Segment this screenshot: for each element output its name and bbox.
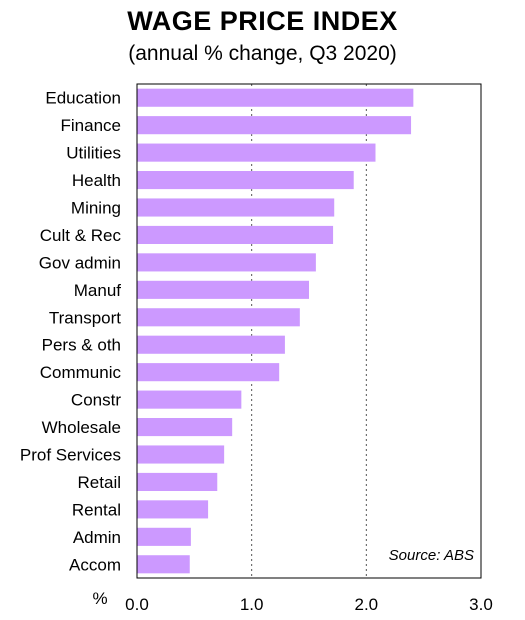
- bar: [137, 472, 218, 492]
- category-label: Mining: [71, 199, 121, 218]
- bars: [137, 88, 414, 574]
- chart-title: WAGE PRICE INDEX: [127, 6, 398, 36]
- category-label: Constr: [71, 391, 121, 410]
- bar: [137, 363, 280, 382]
- bar: [137, 143, 376, 162]
- category-label: Health: [72, 171, 121, 190]
- bar: [137, 170, 354, 190]
- category-label: Prof Services: [20, 446, 121, 465]
- bar: [137, 253, 316, 272]
- x-tick-label: 1.0: [240, 595, 264, 614]
- category-label: Communic: [40, 363, 122, 382]
- chart-subtitle: (annual % change, Q3 2020): [128, 42, 397, 65]
- bar: [137, 335, 285, 354]
- source-annotation: Source: ABS: [389, 547, 474, 564]
- bar: [137, 390, 242, 409]
- category-label: Transport: [49, 308, 121, 327]
- x-axis-ticks: 0.0 1.0 2.0 3.0: [125, 595, 493, 614]
- bar: [137, 555, 190, 574]
- bar: [137, 225, 334, 245]
- bar: [137, 500, 209, 519]
- x-tick-label: 3.0: [469, 595, 493, 614]
- category-label: Manuf: [74, 281, 122, 300]
- bar: [137, 417, 233, 437]
- category-label: Accom: [69, 555, 121, 574]
- category-label: Finance: [61, 116, 121, 135]
- category-labels: Education Finance Utilities Health Mining Cul…: [20, 89, 122, 575]
- category-label: Retail: [78, 473, 121, 492]
- category-label: Admin: [73, 528, 121, 547]
- bar: [137, 445, 225, 464]
- category-label: Pers & oth: [42, 336, 121, 355]
- category-label: Rental: [72, 500, 121, 519]
- x-axis-unit-label: %: [92, 589, 107, 608]
- x-tick-label: 2.0: [355, 595, 379, 614]
- bar: [137, 308, 300, 327]
- bar: [137, 527, 191, 546]
- plot-frame: [136, 83, 482, 579]
- x-tick-label: 0.0: [125, 595, 149, 614]
- category-label: Utilities: [66, 144, 121, 163]
- bar: [137, 116, 412, 135]
- grid-lines: [251, 84, 367, 578]
- bar: [137, 198, 335, 217]
- category-label: Gov admin: [39, 253, 121, 272]
- bar: [137, 88, 414, 107]
- bar: [137, 280, 309, 299]
- category-label: Cult & Rec: [40, 226, 122, 245]
- category-label: Wholesale: [42, 418, 121, 437]
- category-label: Education: [45, 89, 121, 108]
